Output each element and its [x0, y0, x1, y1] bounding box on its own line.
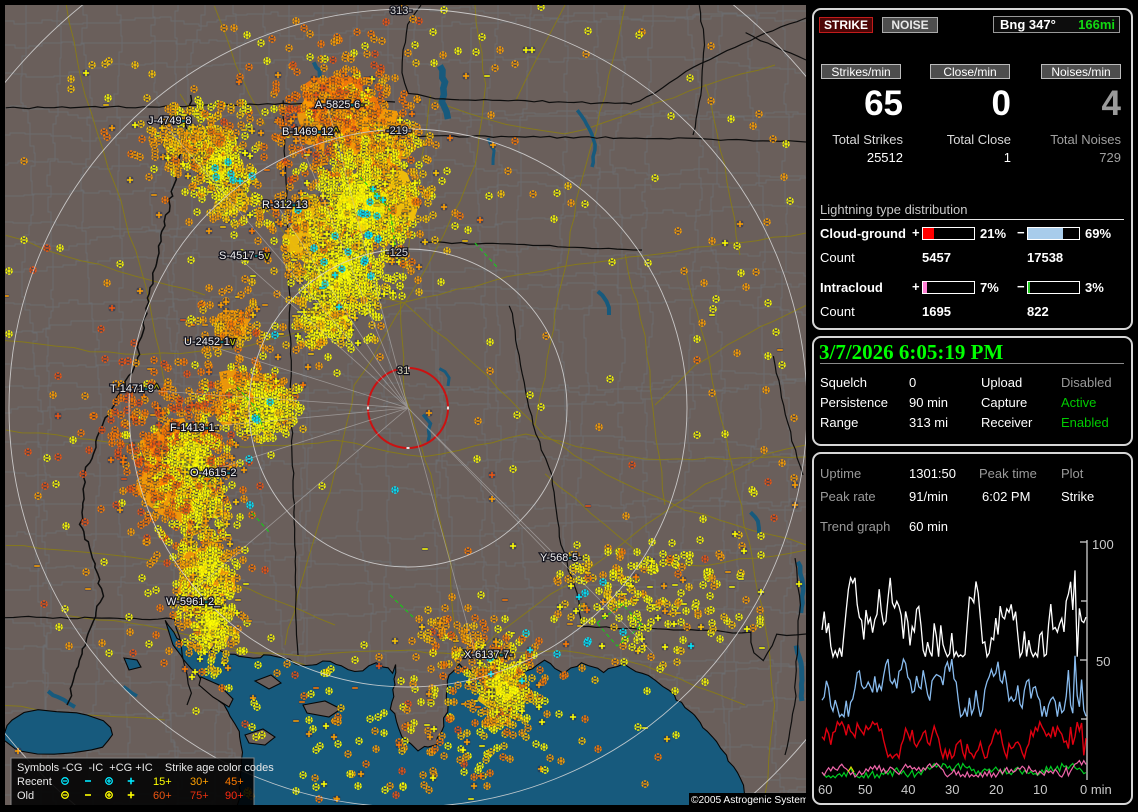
svg-text:Symbols -CG -IC +CG +IC S: Symbols -CG -IC +CG +IC Strike age color…	[17, 762, 274, 774]
svg-text:Recent: Recent	[17, 776, 52, 788]
svg-text:60+: 60+	[153, 790, 172, 802]
svg-text:31: 31	[397, 365, 409, 377]
svg-text:313-: 313-	[390, 5, 412, 17]
svg-text:A-5825-6-: A-5825-6-	[315, 99, 364, 111]
svg-text:F-1413-1-: F-1413-1-	[170, 422, 219, 434]
svg-text:15+: 15+	[153, 776, 172, 788]
svg-text:R-312-13: R-312-13	[262, 199, 308, 211]
svg-text:©2005 Astrogenic Systems: ©2005 Astrogenic Systems	[691, 795, 806, 805]
svg-text:X-6137-7-: X-6137-7-	[464, 649, 513, 661]
svg-text:75+: 75+	[190, 790, 209, 802]
svg-text:Y-568-5-: Y-568-5-	[540, 552, 582, 564]
svg-text:S-4517-5v: S-4517-5v	[219, 250, 270, 262]
svg-text:Old: Old	[17, 790, 34, 802]
svg-text:U-2452-1v: U-2452-1v	[184, 336, 236, 348]
svg-text:T-1471-9^: T-1471-9^	[110, 383, 160, 395]
svg-text:90+: 90+	[225, 790, 244, 802]
svg-text:J-4749-8: J-4749-8	[148, 115, 191, 127]
svg-text:30+: 30+	[190, 776, 209, 788]
svg-text:W-5961-2_: W-5961-2_	[166, 596, 221, 608]
svg-text:45+: 45+	[225, 776, 244, 788]
svg-text:-219-: -219-	[386, 125, 412, 137]
svg-text:-125: -125	[386, 247, 408, 259]
svg-text:B-1469-12^: B-1469-12^	[282, 126, 339, 138]
svg-text:O-4615-2: O-4615-2	[190, 467, 237, 479]
